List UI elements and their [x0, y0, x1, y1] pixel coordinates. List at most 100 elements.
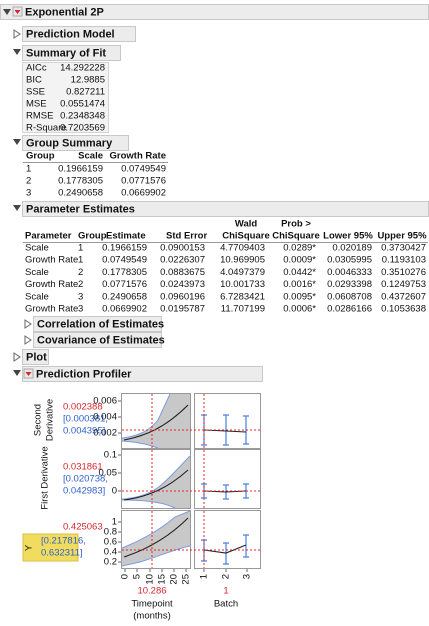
column-header: Growth Rate	[110, 151, 166, 162]
column-header: ChiSquare	[222, 231, 270, 242]
expand-icon[interactable]	[24, 319, 32, 329]
cell: 11.707199	[221, 304, 265, 315]
cell: 0.1053638	[381, 304, 426, 315]
cell: Scale	[25, 267, 49, 278]
column-header: Wald	[235, 219, 258, 230]
header-bar	[22, 135, 129, 151]
stat-label: AICc	[26, 63, 47, 74]
x-tick-label: 5	[132, 574, 143, 579]
response-ci: 0.042983]	[63, 486, 105, 497]
column-header: Std Error	[166, 231, 207, 242]
stat-value: 0.0551474	[60, 99, 105, 110]
response-ci: 0.632311]	[41, 548, 83, 559]
cell: 3	[78, 304, 83, 315]
stat-label: SSE	[26, 87, 45, 98]
factor-current: 10.286	[137, 586, 166, 597]
outline-title[interactable]: Prediction Model	[26, 28, 115, 40]
expand-icon[interactable]	[13, 29, 21, 39]
column-header: Estimate	[106, 231, 146, 242]
cell: 0.0771576	[102, 279, 147, 290]
outline-title[interactable]: Covariance of Estimates	[37, 334, 165, 346]
profiler-plots	[121, 393, 261, 569]
response-label: First Derivative	[40, 446, 51, 509]
factor-current: 1	[223, 586, 228, 597]
cell: 0.0883675	[160, 267, 205, 278]
expand-icon[interactable]	[24, 335, 32, 345]
cell: 0.020189	[332, 243, 372, 254]
y-tick-label: 0.2	[104, 557, 117, 568]
column-header: Scale	[78, 151, 103, 162]
stat-value: 0.827211	[66, 87, 105, 98]
cell: 10.969905	[220, 255, 265, 266]
table-bg	[22, 62, 109, 133]
y-tick-label: 1	[112, 517, 117, 528]
prediction-trace	[203, 544, 247, 554]
column-header: Parameter	[25, 231, 72, 242]
x-tick-label: 0	[120, 574, 131, 579]
cell: 1	[26, 164, 31, 175]
cell: 1	[78, 255, 83, 266]
factor-name: Batch	[214, 599, 238, 610]
collapse-icon[interactable]	[13, 205, 21, 211]
response-ci: [0.000381,	[63, 414, 108, 425]
outline-title[interactable]: Plot	[26, 351, 47, 363]
response-value: 0.002388	[63, 402, 103, 413]
cell: 0.0608708	[327, 291, 372, 302]
cell: 0.1193103	[382, 255, 426, 266]
collapse-icon[interactable]	[13, 139, 21, 145]
cell: 0.1966159	[58, 164, 103, 175]
plot-frame	[194, 393, 261, 449]
cell: 2	[26, 176, 31, 187]
header-bar	[22, 26, 136, 42]
header-bar	[22, 366, 263, 382]
outline-title[interactable]: Parameter Estimates	[26, 203, 135, 215]
cell: 0.0749549	[102, 255, 147, 266]
prediction-curve	[123, 469, 189, 501]
cell: 0.0771576	[121, 176, 166, 187]
collapse-icon[interactable]	[3, 9, 11, 15]
x-tick-label: 3	[242, 574, 253, 579]
cell: 1	[78, 243, 83, 254]
y-tick-label: 0.8	[104, 527, 117, 538]
cell: 0.0669902	[102, 304, 147, 315]
cell: 0.1249753	[381, 279, 426, 290]
stat-label: BIC	[26, 75, 42, 86]
response-ci: 0.004395]	[63, 426, 105, 437]
cell: 2	[78, 267, 83, 278]
confidence-band	[122, 511, 190, 566]
cell: 0.0442*	[283, 267, 316, 278]
stat-value: 0.2348348	[60, 111, 105, 122]
cell: 0.0289*	[283, 243, 316, 254]
response-label: Y	[24, 544, 35, 551]
expand-icon[interactable]	[13, 352, 21, 362]
column-header: Upper 95%	[377, 231, 427, 242]
outline-title[interactable]: Summary of Fit	[26, 47, 106, 59]
cell: 0.4372607	[381, 291, 426, 302]
column-header: Prob >	[281, 219, 311, 230]
y-tick-label: 0.05	[99, 468, 118, 479]
cell: 0.0046333	[327, 267, 372, 278]
cell: 0.0960196	[160, 291, 205, 302]
cell: 4.7709403	[220, 243, 265, 254]
outline-title[interactable]: Correlation of Estimates	[37, 318, 164, 330]
menu-arrow	[14, 10, 21, 14]
prediction-curve	[123, 517, 189, 558]
collapse-icon[interactable]	[13, 370, 21, 376]
stat-label: MSE	[26, 99, 47, 110]
cell: Growth Rate	[25, 279, 78, 290]
cell: 3	[78, 291, 83, 302]
cell: 0.0009*	[283, 255, 316, 266]
cell: 0.0305995	[327, 255, 372, 266]
outline-title[interactable]: Group Summary	[26, 137, 113, 149]
outline-title[interactable]: Prediction Profiler	[36, 368, 132, 380]
column-header: Group	[78, 231, 107, 242]
column-header: ChiSquare	[272, 231, 320, 242]
y-tick-label: 0.4	[104, 547, 117, 558]
response-highlight	[22, 533, 79, 562]
collapse-icon[interactable]	[13, 49, 21, 55]
header-bar	[22, 45, 121, 61]
report-title[interactable]: Exponential 2P	[25, 6, 104, 18]
cell: 0.0016*	[283, 279, 316, 290]
y-tick-label: 0.6	[104, 537, 117, 548]
